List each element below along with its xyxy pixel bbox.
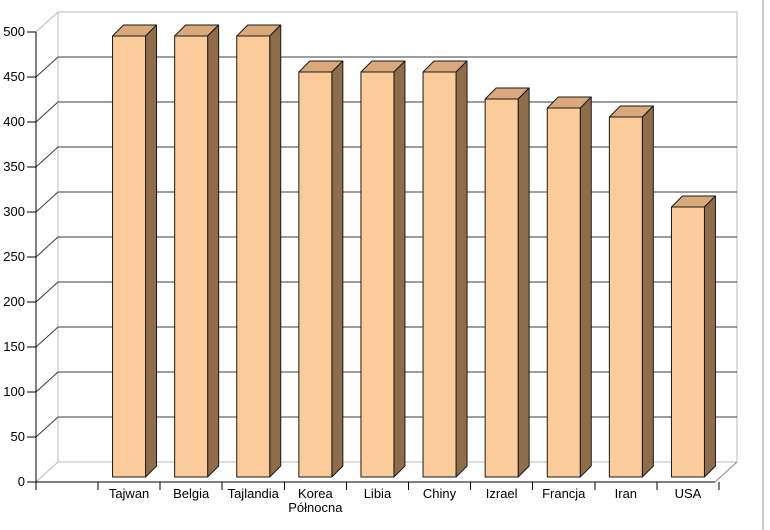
floor-right-diagonal bbox=[714, 461, 738, 483]
bar-usa bbox=[670, 195, 716, 478]
bar-izrael bbox=[484, 87, 530, 478]
gridline-diagonal-250 bbox=[35, 236, 59, 258]
bar-tajlandia bbox=[236, 24, 282, 478]
y-tick-label-300: 300 bbox=[3, 204, 25, 219]
bar-side-face-usa bbox=[703, 195, 716, 478]
bar-front-face-izrael bbox=[484, 98, 519, 478]
gridline-diagonal-150 bbox=[35, 326, 59, 348]
gridline-diagonal-50 bbox=[35, 416, 59, 438]
x-label-francja: Francja bbox=[542, 486, 586, 501]
bar-front-face-chiny bbox=[422, 71, 457, 478]
x-label-izrael: Izrael bbox=[486, 486, 518, 501]
x-label-libia: Libia bbox=[364, 486, 392, 501]
x-label-korea-p-nocna-line1: Korea bbox=[298, 486, 333, 501]
bar-front-face-belgia bbox=[174, 35, 209, 478]
x-label-tajwan: Tajwan bbox=[109, 486, 149, 501]
y-tick-label-250: 250 bbox=[3, 249, 25, 264]
bar-side-face-chiny bbox=[455, 60, 468, 478]
bar-front-face-francja bbox=[546, 107, 581, 478]
bar-side-face-tajwan bbox=[145, 24, 158, 478]
y-tick-label-150: 150 bbox=[3, 339, 25, 354]
bar-side-face-francja bbox=[579, 96, 592, 478]
window-right-border bbox=[762, 0, 764, 530]
y-tick-label-400: 400 bbox=[3, 114, 25, 129]
bar-front-face-iran bbox=[608, 116, 643, 478]
y-tick-label-350: 350 bbox=[3, 159, 25, 174]
bar-korea-p-nocna bbox=[298, 60, 344, 478]
bar-iran bbox=[608, 105, 654, 478]
gridline-diagonal-300 bbox=[35, 191, 59, 213]
y-tick-label-200: 200 bbox=[3, 294, 25, 309]
bar-side-face-belgia bbox=[207, 24, 220, 478]
floor-left-diagonal bbox=[35, 461, 59, 483]
y-tick-label-450: 450 bbox=[3, 69, 25, 84]
bar-side-face-korea-p-nocna bbox=[331, 60, 344, 478]
x-label-korea-p-nocna-line2: Północna bbox=[288, 500, 343, 515]
bar-front-face-libia bbox=[360, 71, 395, 478]
bar-side-face-libia bbox=[393, 60, 406, 478]
y-tick-label-500: 500 bbox=[3, 24, 25, 39]
bar-front-face-tajlandia bbox=[236, 35, 271, 478]
x-label-tajlandia: Tajlandia bbox=[228, 486, 280, 501]
bar-libia bbox=[360, 60, 406, 478]
bar-chiny bbox=[422, 60, 468, 478]
bar-side-face-iran bbox=[641, 105, 654, 478]
top-depth-diagonal bbox=[35, 11, 59, 33]
bar-side-face-tajlandia bbox=[269, 24, 282, 478]
chart-bars bbox=[112, 24, 716, 478]
bar-side-face-izrael bbox=[517, 87, 530, 478]
bar-tajwan bbox=[112, 24, 158, 478]
x-label-iran: Iran bbox=[615, 486, 637, 501]
gridline-diagonal-450 bbox=[35, 56, 59, 78]
y-tick-label-100: 100 bbox=[3, 384, 25, 399]
gridline-diagonal-400 bbox=[35, 101, 59, 123]
bar-belgia bbox=[174, 24, 220, 478]
x-label-usa: USA bbox=[675, 486, 702, 501]
gridline-diagonal-100 bbox=[35, 371, 59, 393]
y-tick-label-50: 50 bbox=[11, 429, 25, 444]
y-tick-label-0: 0 bbox=[18, 474, 25, 489]
bar-francja bbox=[546, 96, 592, 478]
bar-front-face-usa bbox=[670, 206, 705, 478]
bar-front-face-tajwan bbox=[112, 35, 147, 478]
gridline-diagonal-200 bbox=[35, 281, 59, 303]
chart-labels: 0 50 100 150 200 250 300 350 400 450 500 Tajwan Belg… bbox=[3, 24, 701, 515]
x-label-chiny: Chiny bbox=[423, 486, 457, 501]
chart-axes bbox=[27, 31, 720, 490]
x-label-belgia: Belgia bbox=[173, 486, 210, 501]
gridline-diagonal-350 bbox=[35, 146, 59, 168]
bar-front-face-korea-p-nocna bbox=[298, 71, 333, 478]
